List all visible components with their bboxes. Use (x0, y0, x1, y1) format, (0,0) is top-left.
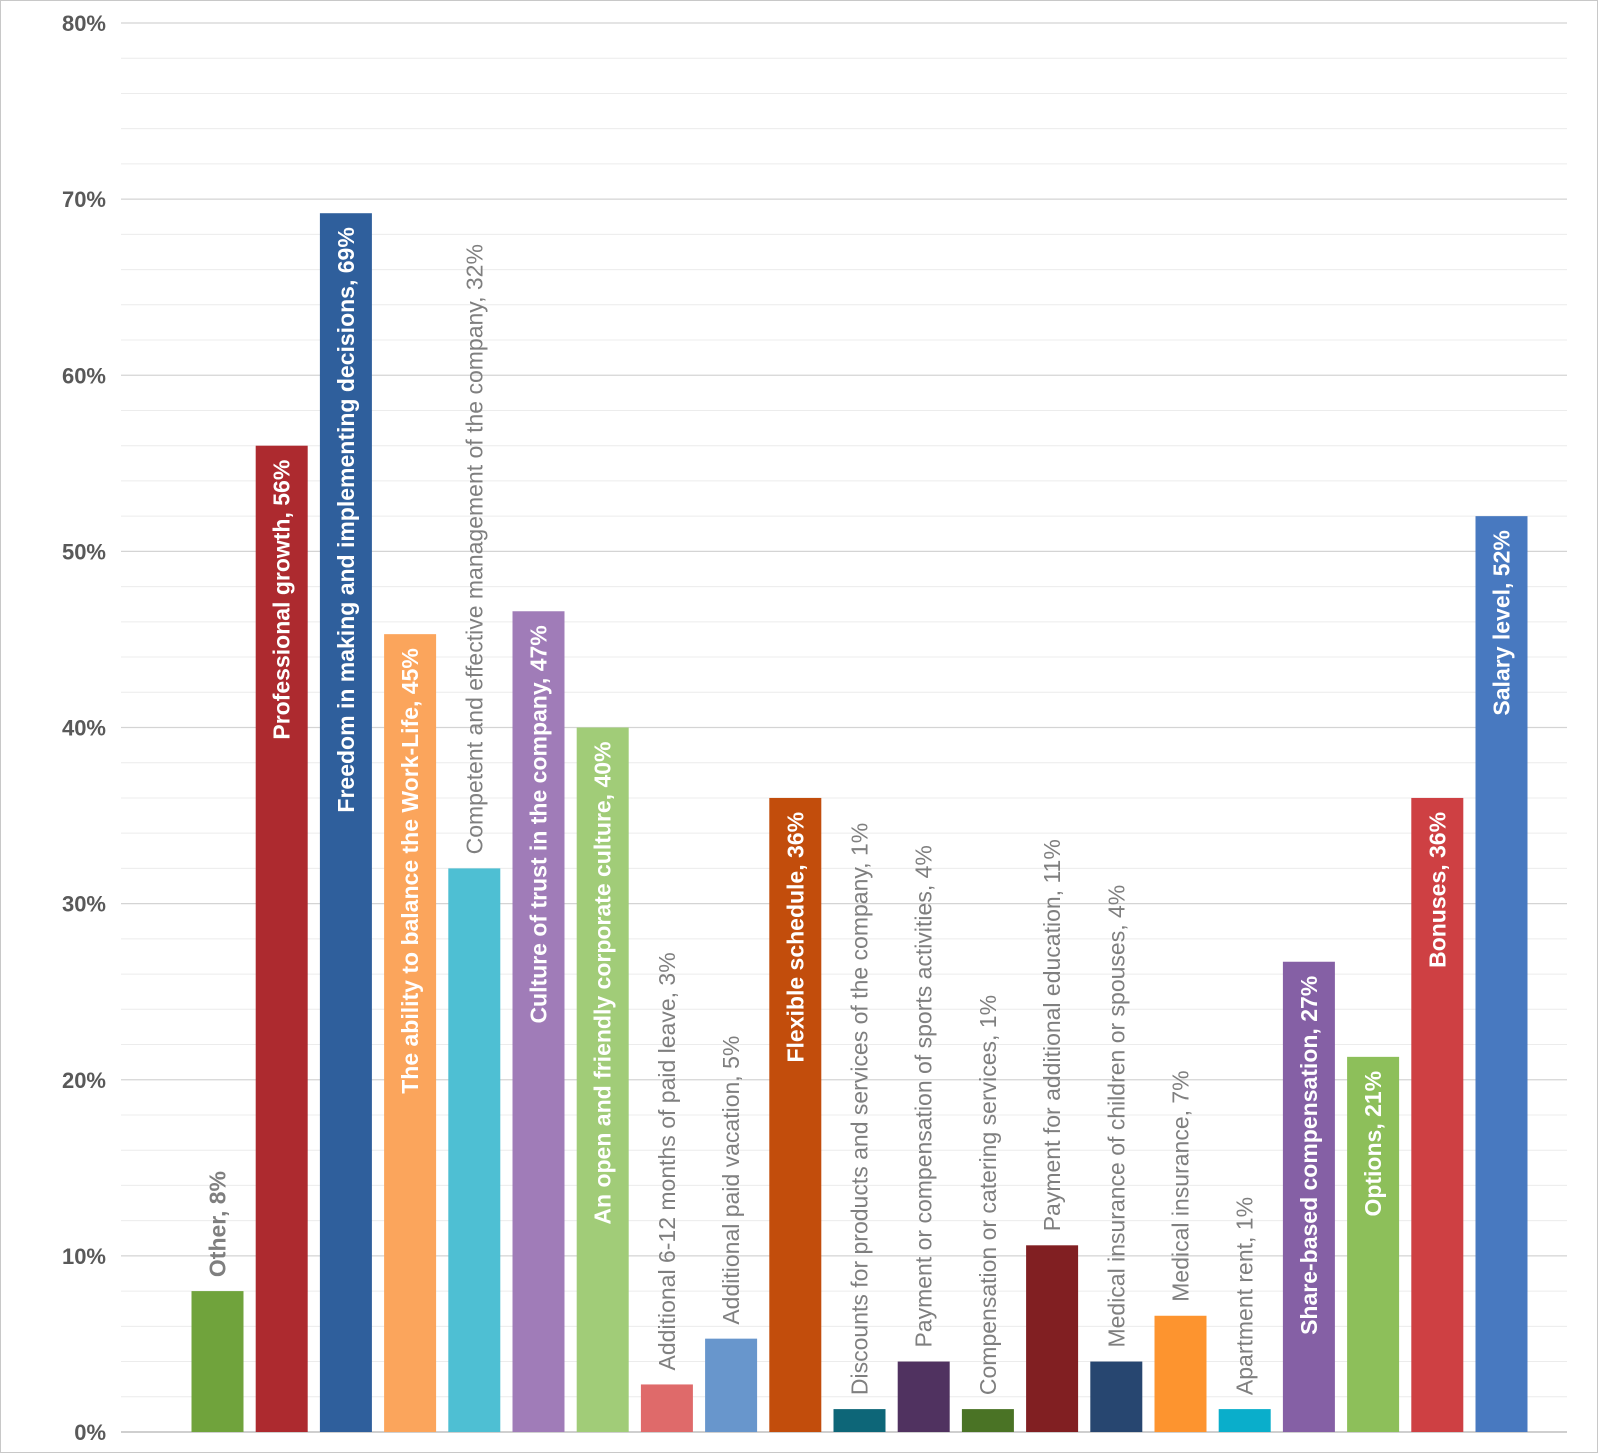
y-tick-label: 30% (62, 892, 106, 917)
bar (640, 1384, 693, 1432)
bar-data-label: Additional paid vacation, 5% (718, 1036, 744, 1325)
bar-data-label: Payment for additional education, 11% (1039, 839, 1065, 1231)
bar (191, 1291, 244, 1432)
bar (1090, 1361, 1143, 1432)
bar-data-label: Professional growth, 56% (269, 460, 295, 740)
bar-data-label: Share-based compensation, 27% (1296, 976, 1322, 1335)
y-tick-label: 20% (62, 1068, 106, 1093)
bar (512, 611, 565, 1432)
bar (319, 213, 372, 1433)
bar (384, 634, 437, 1432)
bar-data-label: Options, 21% (1360, 1071, 1386, 1217)
bar-data-label: Additional 6-12 months of paid leave, 3% (654, 952, 680, 1370)
bar (769, 797, 822, 1432)
bar (448, 868, 501, 1432)
bar-data-label: Other, 8% (205, 1171, 231, 1277)
bars (191, 213, 1528, 1433)
y-tick-label: 60% (62, 363, 106, 388)
bar (1282, 961, 1335, 1432)
y-tick-label: 0% (74, 1420, 106, 1445)
bar-data-label: Salary level, 52% (1489, 530, 1515, 715)
bar-labels: Other, 8% Professional growth, 56% Freedom… (205, 227, 1515, 1395)
bar-data-label: Competent and effective management of th… (461, 244, 487, 854)
bar (897, 1361, 950, 1432)
bar (705, 1338, 758, 1432)
bar-data-label: Medical insurance, 7% (1168, 1070, 1194, 1301)
bar-data-label: Payment or compensation of sports activi… (911, 845, 937, 1347)
bar-data-label: Apartment rent, 1% (1232, 1197, 1258, 1395)
bar-data-label: Discounts for products and services of t… (847, 823, 873, 1395)
bar (1218, 1409, 1271, 1432)
bar-data-label: Compensation or catering services, 1% (975, 995, 1001, 1395)
bar (1347, 1056, 1400, 1432)
bar (1411, 797, 1464, 1432)
bar (1475, 516, 1528, 1432)
bar (576, 727, 629, 1432)
bar (1026, 1245, 1079, 1432)
y-tick-label: 10% (62, 1244, 106, 1269)
bar-data-label: Freedom in making and implementing decis… (333, 227, 359, 812)
bar-data-label: An open and friendly corporate culture, … (590, 742, 616, 1225)
y-tick-label: 80% (62, 11, 106, 36)
y-axis-ticks: 0% 10% 20% 30% 40% 50% 60% 70% 80% (62, 11, 106, 1445)
bar-data-label: Flexible schedule, 36% (782, 812, 808, 1063)
bar (833, 1409, 886, 1432)
bar-data-label: Bonuses, 36% (1424, 812, 1450, 968)
bar-data-label: Medical insurance of children or spouses… (1103, 885, 1129, 1348)
bar (961, 1409, 1014, 1432)
bar (255, 445, 308, 1432)
y-tick-label: 50% (62, 539, 106, 564)
bar-data-label: The ability to balance the Work-Life, 45… (397, 648, 423, 1094)
y-tick-label: 70% (62, 187, 106, 212)
bar (1154, 1315, 1207, 1432)
bar-data-label: Culture of trust in the company, 47% (526, 625, 552, 1023)
y-tick-label: 40% (62, 716, 106, 741)
